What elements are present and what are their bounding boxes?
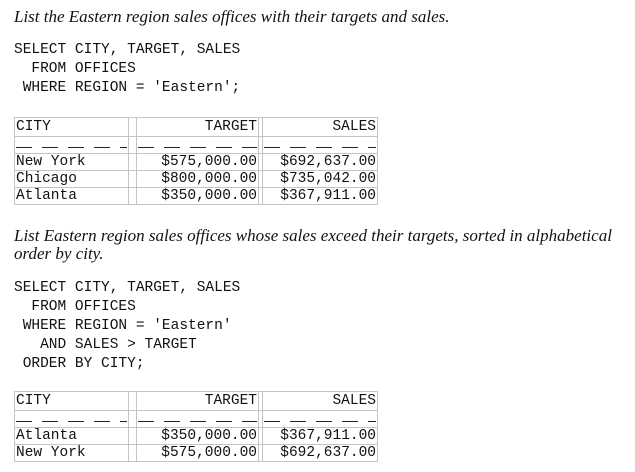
cell: $367,911.00 bbox=[262, 427, 378, 445]
separator-cell bbox=[14, 410, 129, 428]
spacer-cell bbox=[128, 170, 137, 188]
cell: $367,911.00 bbox=[262, 187, 378, 205]
description: List the Eastern region sales offices wi… bbox=[14, 7, 450, 26]
column-header: TARGET bbox=[136, 117, 259, 137]
cell: $800,000.00 bbox=[136, 170, 259, 188]
sql-code: SELECT CITY, TARGET, SALES FROM OFFICES … bbox=[14, 279, 240, 374]
code-line: AND SALES > TARGET bbox=[14, 337, 197, 353]
data-row: New York $575,000.00 $692,637.00 bbox=[14, 153, 378, 171]
result-table: CITY TARGET SALES Atlanta $350,000.00 $367,91… bbox=[14, 391, 378, 462]
spacer-cell bbox=[128, 410, 137, 428]
separator-cell bbox=[262, 136, 378, 154]
code-line: FROM OFFICES bbox=[14, 299, 136, 315]
column-header: SALES bbox=[262, 117, 378, 137]
spacer-cell bbox=[128, 187, 137, 205]
cell: $575,000.00 bbox=[136, 444, 259, 462]
separator-cell bbox=[136, 410, 259, 428]
cell: Atlanta bbox=[14, 187, 129, 205]
code-line: SELECT CITY, TARGET, SALES bbox=[14, 280, 241, 296]
column-header: CITY bbox=[14, 391, 129, 411]
header-row: CITY TARGET SALES bbox=[14, 117, 378, 137]
dash-line bbox=[264, 146, 376, 148]
column-header: CITY bbox=[14, 117, 129, 137]
sql-code: SELECT CITY, TARGET, SALES FROM OFFICES … bbox=[14, 41, 240, 98]
data-row: New York $575,000.00 $692,637.00 bbox=[14, 444, 378, 462]
column-header: SALES bbox=[262, 391, 378, 411]
code-line: WHERE REGION = 'Eastern' bbox=[14, 318, 232, 334]
separator-cell bbox=[262, 410, 378, 428]
separator-cell bbox=[136, 136, 259, 154]
cell: New York bbox=[14, 153, 129, 171]
dash-line bbox=[16, 146, 127, 148]
cell: $735,042.00 bbox=[262, 170, 378, 188]
spacer-cell bbox=[128, 153, 137, 171]
spacer-cell bbox=[128, 391, 137, 411]
code-line: WHERE REGION = 'Eastern'; bbox=[14, 80, 241, 96]
cell: New York bbox=[14, 444, 129, 462]
spacer-cell bbox=[128, 117, 137, 137]
separator-row bbox=[14, 410, 378, 428]
code-line: ORDER BY CITY; bbox=[14, 356, 145, 372]
data-row: Chicago $800,000.00 $735,042.00 bbox=[14, 170, 378, 188]
spacer-cell bbox=[128, 444, 137, 462]
cell: $350,000.00 bbox=[136, 187, 259, 205]
spacer-cell bbox=[128, 427, 137, 445]
result-table: CITY TARGET SALES New York $575,000.00 $692,6… bbox=[14, 117, 378, 205]
cell: $575,000.00 bbox=[136, 153, 259, 171]
cell: $350,000.00 bbox=[136, 427, 259, 445]
separator-cell bbox=[14, 136, 129, 154]
spacer-cell bbox=[128, 136, 137, 154]
dash-line bbox=[138, 146, 257, 148]
cell: Atlanta bbox=[14, 427, 129, 445]
dash-line bbox=[16, 420, 127, 422]
cell: $692,637.00 bbox=[262, 444, 378, 462]
dash-line bbox=[138, 420, 257, 422]
description: List Eastern region sales offices whose … bbox=[14, 226, 612, 263]
cell: $692,637.00 bbox=[262, 153, 378, 171]
separator-row bbox=[14, 136, 378, 154]
code-line: SELECT CITY, TARGET, SALES bbox=[14, 42, 241, 58]
column-header: TARGET bbox=[136, 391, 259, 411]
header-row: CITY TARGET SALES bbox=[14, 391, 378, 411]
data-row: Atlanta $350,000.00 $367,911.00 bbox=[14, 427, 378, 445]
code-line: FROM OFFICES bbox=[14, 61, 136, 77]
dash-line bbox=[264, 420, 376, 422]
cell: Chicago bbox=[14, 170, 129, 188]
data-row: Atlanta $350,000.00 $367,911.00 bbox=[14, 187, 378, 205]
